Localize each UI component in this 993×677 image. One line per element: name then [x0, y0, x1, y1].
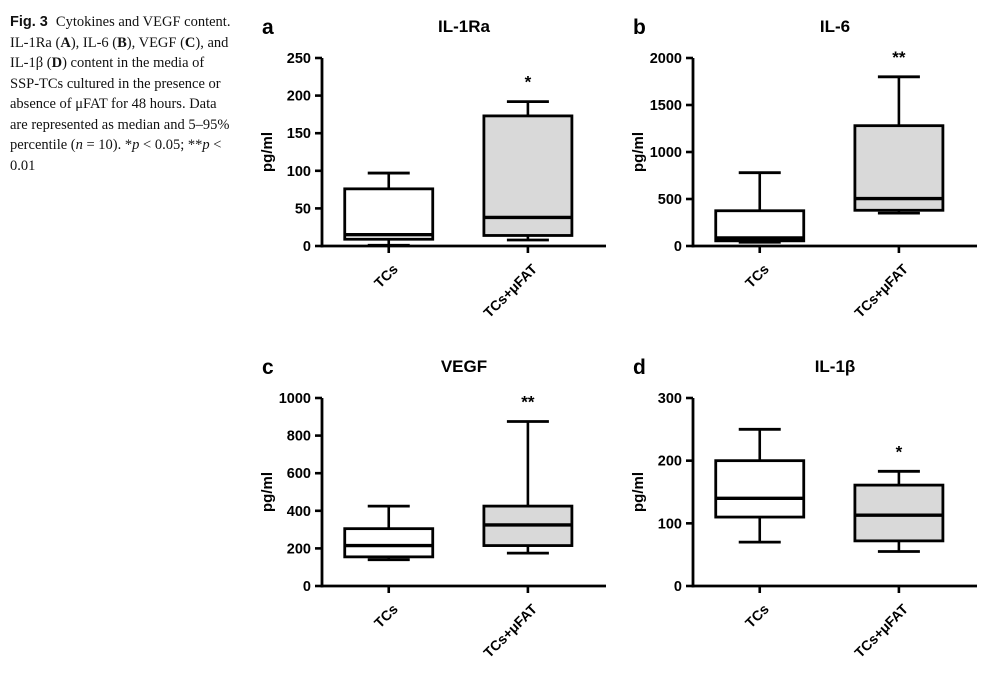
y-tick-label: 400 — [287, 504, 311, 520]
box-group-tcs: TCs — [714, 171, 806, 291]
y-tick-label: 250 — [287, 51, 311, 67]
y-tick-label: 0 — [303, 579, 311, 595]
y-tick-label: 100 — [658, 516, 682, 532]
y-tick-label: 0 — [303, 239, 311, 255]
y-tick-label: 1500 — [650, 98, 682, 114]
y-tick-label: 800 — [287, 429, 311, 445]
y-tick-label: 200 — [658, 454, 682, 470]
y-axis-label: pg/ml — [630, 472, 647, 512]
boxplot-a: a IL-1Ra pg/ml 0 50 100 150 200 250 TCs * TCs+μFAT — [259, 16, 606, 321]
box-group-tcs-ufat: ** TCs+μFAT — [851, 48, 945, 321]
panel-letter: b — [633, 16, 646, 39]
x-category-label: TCs — [371, 261, 401, 291]
caption-segment: B — [117, 34, 127, 51]
figure-caption: Fig. 3 Cytokines and VEGF content. IL-1R… — [10, 12, 232, 177]
x-category-label: TCs+μFAT — [851, 260, 911, 320]
y-tick-label: 150 — [287, 126, 311, 142]
caption-segment: Fig. 3 — [10, 14, 56, 30]
panel-vegf: c VEGF pg/ml 0 200 400 600 800 1000 TCs ** TCs+μFAT — [250, 342, 622, 672]
iqr-box — [482, 114, 574, 237]
x-category-label: TCs+μFAT — [851, 600, 911, 660]
panel-letter: a — [262, 16, 274, 39]
boxplot-b: b IL-6 pg/ml 0 500 1000 1500 2000 TCs ** TCs+μFAT — [630, 16, 977, 321]
y-tick-label: 500 — [658, 192, 682, 208]
y-tick-label: 1000 — [279, 391, 311, 407]
caption-segment: p — [202, 137, 210, 154]
box-group-tcs-ufat: * TCs+μFAT — [851, 442, 945, 661]
caption-segment: Cytokines and VEGF content. IL-1Ra ( — [10, 14, 231, 51]
y-axis-label: pg/ml — [630, 132, 647, 172]
y-tick-label: 0 — [674, 239, 682, 255]
y-tick-label: 100 — [287, 164, 311, 180]
caption-segment: n — [75, 137, 83, 154]
panel-title: VEGF — [441, 357, 487, 376]
caption-segment: ), and IL-1β ( — [10, 34, 229, 72]
y-tick-label: 50 — [295, 201, 311, 217]
caption-segment: ), IL-6 ( — [70, 34, 118, 51]
y-tick-label: 1000 — [650, 145, 682, 161]
box-group-tcs: TCs — [714, 427, 806, 631]
box-group-tcs-ufat: ** TCs+μFAT — [480, 393, 574, 661]
y-tick-label: 200 — [287, 89, 311, 105]
iqr-box — [853, 483, 945, 543]
panel-title: IL-1Ra — [438, 17, 491, 36]
significance-marker: ** — [521, 393, 535, 412]
significance-marker: ** — [892, 48, 906, 67]
significance-marker: * — [525, 73, 532, 92]
caption-segment: < 0.05; ** — [139, 137, 203, 154]
panel-letter: d — [633, 356, 646, 379]
x-category-label: TCs — [742, 601, 772, 631]
y-axis-label: pg/ml — [259, 132, 276, 172]
caption-segment: ), VEGF ( — [126, 34, 185, 51]
significance-marker: * — [896, 442, 903, 461]
caption-segment: = 10). * — [82, 137, 133, 154]
panel-letter: c — [262, 356, 274, 379]
caption-segment: ) content in the media of SSP-TCs cultur… — [10, 55, 230, 154]
y-tick-label: 2000 — [650, 51, 682, 67]
caption-segment: A — [60, 34, 71, 51]
x-category-label: TCs — [742, 261, 772, 291]
x-category-label: TCs+μFAT — [480, 260, 540, 320]
box-group-tcs-ufat: * TCs+μFAT — [480, 73, 574, 321]
y-tick-label: 600 — [287, 466, 311, 482]
y-axis-label: pg/ml — [259, 472, 276, 512]
panel-title: IL-6 — [820, 17, 850, 36]
box-group-tcs: TCs — [343, 504, 435, 631]
iqr-box — [714, 209, 806, 243]
panel-title: IL-1β — [815, 357, 856, 376]
iqr-box — [853, 124, 945, 212]
box-group-tcs: TCs — [343, 171, 435, 291]
caption-segment: C — [184, 34, 196, 51]
caption-segment: < 0.01 — [10, 137, 222, 175]
panel-il6: b IL-6 pg/ml 0 500 1000 1500 2000 TCs ** TCs+μFAT — [621, 2, 993, 332]
panel-il1b: d IL-1β pg/ml 0 100 200 300 TCs * TCs+μFAT — [621, 342, 993, 672]
x-category-label: TCs+μFAT — [480, 600, 540, 660]
panel-il1ra: a IL-1Ra pg/ml 0 50 100 150 200 250 TCs * TCs+μFAT — [250, 2, 622, 332]
caption-segment: p — [132, 137, 140, 154]
y-tick-label: 0 — [674, 579, 682, 595]
iqr-box — [714, 459, 806, 519]
caption-segment: D — [51, 55, 63, 72]
boxplot-d: d IL-1β pg/ml 0 100 200 300 TCs * TCs+μFAT — [630, 356, 977, 661]
x-category-label: TCs — [371, 601, 401, 631]
iqr-box — [343, 187, 435, 241]
boxplot-c: c VEGF pg/ml 0 200 400 600 800 1000 TCs ** TCs+μFAT — [259, 356, 606, 661]
y-tick-label: 200 — [287, 541, 311, 557]
iqr-box — [343, 527, 435, 559]
y-tick-label: 300 — [658, 391, 682, 407]
